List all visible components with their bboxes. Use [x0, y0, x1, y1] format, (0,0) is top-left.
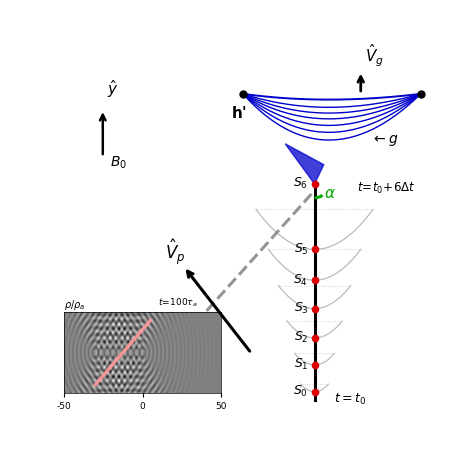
Text: h': h' — [232, 106, 247, 121]
Text: $S_0$: $S_0$ — [293, 384, 309, 400]
Polygon shape — [285, 144, 324, 184]
Text: $S_5$: $S_5$ — [293, 242, 309, 257]
Text: $\leftarrow g$: $\leftarrow g$ — [371, 133, 398, 148]
Text: $t=t_0$: $t=t_0$ — [334, 392, 366, 408]
Text: $\hat{V}_g$: $\hat{V}_g$ — [365, 43, 383, 69]
Text: $S_6$: $S_6$ — [293, 176, 309, 191]
Text: $S_4$: $S_4$ — [293, 273, 309, 288]
Text: $S_3$: $S_3$ — [293, 301, 309, 316]
Text: $\hat{y}$: $\hat{y}$ — [107, 79, 118, 100]
Text: $\alpha$: $\alpha$ — [324, 186, 336, 201]
Text: $S_2$: $S_2$ — [294, 330, 309, 346]
Text: $S_1$: $S_1$ — [294, 357, 309, 373]
Text: $B_0$: $B_0$ — [110, 155, 128, 172]
Text: $t\!=\!t_0\!+\!6\Delta t$: $t\!=\!t_0\!+\!6\Delta t$ — [357, 181, 415, 196]
Text: $\hat{V}_p$: $\hat{V}_p$ — [165, 237, 185, 267]
